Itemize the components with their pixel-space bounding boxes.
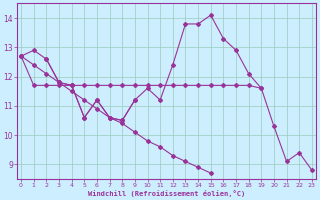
X-axis label: Windchill (Refroidissement éolien,°C): Windchill (Refroidissement éolien,°C) [88, 190, 245, 197]
